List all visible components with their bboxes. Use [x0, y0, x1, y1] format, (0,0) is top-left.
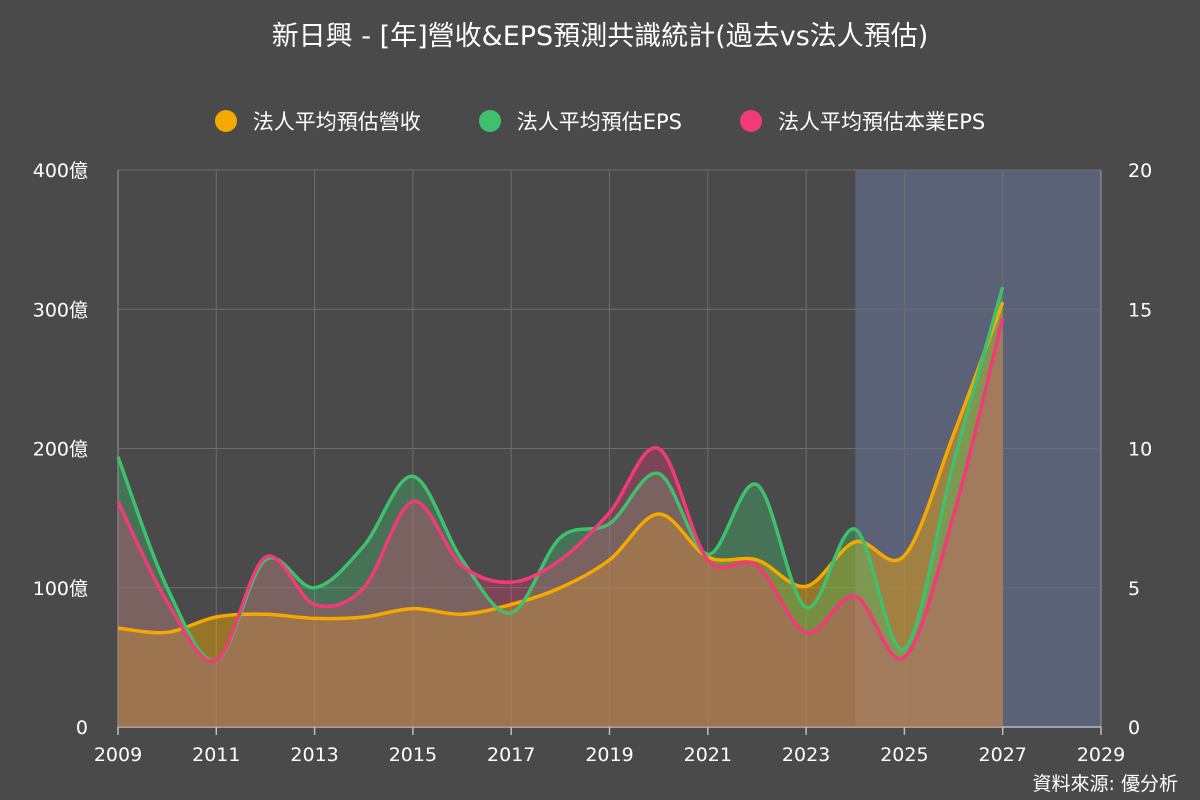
y-right-tick-label: 0 — [1128, 717, 1140, 739]
series-line-eps — [116, 286, 1005, 663]
legend-dot-eps — [478, 110, 501, 132]
legend-label-eps: 法人平均預估EPS — [516, 110, 682, 134]
x-tick-label: 2015 — [389, 744, 437, 766]
x-tick-label: 2027 — [979, 744, 1027, 766]
x-tick-label: 2019 — [585, 744, 633, 766]
legend-item-revenue[interactable]: 法人平均預估營收 — [214, 106, 421, 136]
legend-label-revenue: 法人平均預估營收 — [252, 110, 421, 134]
x-tick-label: 2017 — [487, 744, 535, 766]
x-tick-label: 2023 — [782, 744, 830, 766]
series-area-core-eps — [118, 317, 1003, 727]
legend-dot-revenue — [214, 110, 237, 132]
y-left-tick-label: 400億 — [33, 160, 88, 182]
legend: 法人平均預估營收 法人平均預估EPS 法人平均預估本業EPS — [0, 106, 1200, 136]
y-left-tick-label: 200億 — [33, 439, 88, 461]
x-tick-label: 2029 — [1077, 744, 1125, 766]
y-right-tick-label: 15 — [1128, 299, 1152, 321]
x-tick-label: 2021 — [684, 744, 732, 766]
data-source-note: 資料來源: 優分析 — [1032, 773, 1178, 795]
series-line-core-eps — [116, 317, 1005, 663]
legend-item-eps[interactable]: 法人平均預估EPS — [478, 106, 682, 136]
x-tick-label: 2025 — [880, 744, 928, 766]
series-line-revenue — [117, 301, 1005, 635]
y-right-tick-label: 20 — [1128, 160, 1152, 182]
x-tick-label: 2011 — [192, 744, 240, 766]
x-tick-label: 2013 — [290, 744, 338, 766]
legend-label-core-eps: 法人平均預估本業EPS — [778, 110, 986, 134]
y-right-tick-label: 10 — [1128, 439, 1152, 461]
chart-title: 新日興 - [年]營收&EPS預測共識統計(過去vs法人預估) — [271, 21, 929, 52]
legend-dot-core-eps — [740, 110, 762, 132]
x-tick-label: 2009 — [94, 744, 142, 766]
legend-item-core-eps[interactable]: 法人平均預估本業EPS — [740, 106, 985, 136]
y-right-tick-label: 5 — [1128, 578, 1140, 600]
y-left-tick-label: 100億 — [33, 578, 88, 600]
series-area-revenue — [118, 302, 1003, 727]
y-left-tick-label: 0 — [76, 717, 88, 739]
y-left-tick-label: 300億 — [33, 299, 88, 321]
